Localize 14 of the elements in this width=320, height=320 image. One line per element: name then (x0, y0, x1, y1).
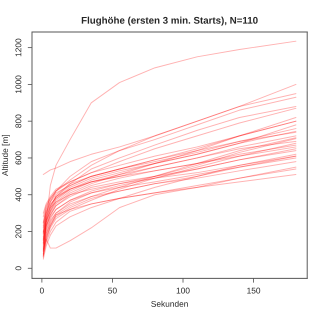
y-tick-label: 1200 (15, 38, 22, 56)
y-tick-label: 600 (15, 151, 22, 164)
x-tick-label: 0 (40, 288, 44, 294)
chart-title: Flughöhe (ersten 3 min. Starts), N=110 (82, 16, 258, 26)
y-axis-title: Altitude [m] (2, 134, 10, 176)
x-tick-label: 100 (176, 288, 190, 294)
y-tick-label: 200 (15, 224, 22, 238)
y-tick-label: 0 (15, 266, 22, 270)
x-tick-label: 150 (247, 288, 260, 294)
y-tick-label: 1000 (15, 75, 22, 94)
y-tick-label: 400 (15, 188, 22, 202)
x-axis-title: Sekunden (151, 300, 188, 307)
x-tick-label: 50 (108, 288, 117, 294)
y-tick-label: 800 (15, 114, 22, 128)
